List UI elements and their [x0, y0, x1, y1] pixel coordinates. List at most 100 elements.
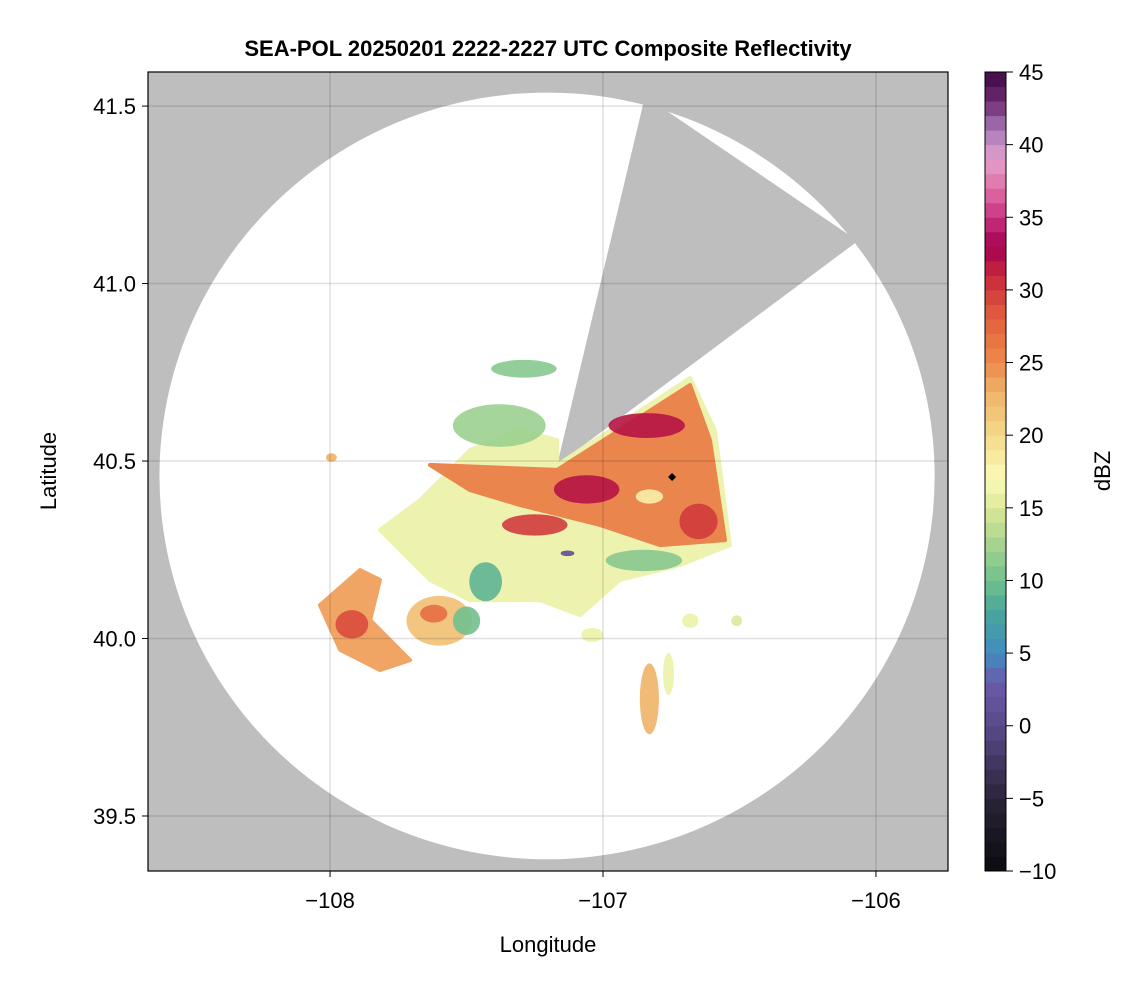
colorbar-bin [985, 246, 1006, 262]
x-tick-label: −108 [305, 888, 355, 913]
y-tick-label: 40.5 [93, 449, 136, 474]
colorbar-tick-label: 20 [1019, 423, 1043, 448]
colorbar-tick-label: 5 [1019, 641, 1031, 666]
colorbar-bin [985, 202, 1006, 218]
colorbar-bin [985, 667, 1006, 683]
colorbar-bin [985, 159, 1006, 175]
colorbar-bin [985, 711, 1006, 727]
colorbar: −10 −5 0 5 10 15 20 25 30 35 40 45 [984, 60, 1056, 884]
colorbar-bin [985, 551, 1006, 567]
echo-region [502, 514, 568, 536]
echo-region [608, 413, 685, 438]
colorbar-bin [985, 856, 1006, 872]
colorbar-bin [985, 594, 1006, 611]
colorbar-bin [985, 449, 1006, 465]
echo-region [325, 453, 337, 462]
colorbar-bin [985, 580, 1006, 596]
colorbar-tick-label: 0 [1019, 714, 1031, 739]
colorbar-bin [985, 841, 1006, 857]
colorbar-bin [985, 231, 1006, 247]
colorbar-tick-label: 10 [1019, 568, 1043, 593]
echo-region [635, 489, 664, 504]
colorbar-bin [985, 333, 1006, 349]
echo-region [553, 475, 620, 504]
colorbar-label: dBZ [1090, 451, 1115, 491]
colorbar-bin [985, 565, 1006, 581]
chart-title: SEA-POL 20250201 2222-2227 UTC Composite… [244, 36, 852, 61]
colorbar-bin [985, 101, 1006, 117]
colorbar-bin [985, 536, 1006, 552]
x-tick-label: −106 [851, 888, 901, 913]
colorbar-bin [985, 725, 1006, 741]
colorbar-bin [985, 420, 1006, 436]
x-axis-label: Longitude [500, 932, 597, 957]
colorbar-bin [985, 260, 1006, 276]
colorbar-bin [985, 130, 1006, 146]
colorbar-tick-label: 45 [1019, 60, 1043, 85]
colorbar-bin [985, 318, 1006, 334]
echo-region [491, 359, 557, 378]
y-tick-label: 41.5 [93, 94, 136, 119]
colorbar-bin [985, 217, 1006, 233]
colorbar-bin [985, 348, 1006, 364]
colorbar-bin [985, 653, 1006, 669]
colorbar-bin [985, 304, 1006, 320]
y-tick-label: 40.0 [93, 627, 136, 652]
colorbar-bin [985, 682, 1006, 698]
y-tick-label: 39.5 [93, 804, 136, 829]
colorbar-bin [985, 696, 1006, 712]
colorbar-bin [985, 754, 1006, 770]
colorbar-tick-label: −10 [1019, 859, 1056, 884]
plot-frame [147, 71, 949, 872]
echo-region [639, 663, 659, 735]
echo-region [581, 627, 603, 643]
echo-region [469, 562, 503, 602]
echo-region [682, 613, 699, 628]
echo-region [605, 549, 683, 572]
colorbar-bin [985, 522, 1006, 538]
colorbar-bin [985, 115, 1006, 131]
colorbar-tick-label: 30 [1019, 278, 1043, 303]
echo-region [452, 606, 481, 635]
colorbar-bin [985, 464, 1006, 480]
colorbar-bin [985, 391, 1006, 407]
radar-site-marker [668, 473, 677, 482]
colorbar-bin [985, 478, 1006, 494]
echo-region [452, 404, 546, 447]
colorbar-bin [985, 435, 1006, 451]
colorbar-bin [985, 507, 1006, 523]
plot-area [148, 72, 948, 871]
colorbar-bin [985, 72, 1006, 88]
colorbar-bin [985, 609, 1006, 625]
colorbar-tick-label: −5 [1019, 786, 1044, 811]
echo-region [663, 652, 674, 696]
colorbar-tick-label: 25 [1019, 351, 1043, 376]
echo-region [679, 503, 718, 540]
colorbar-bin [985, 173, 1006, 189]
colorbar-tick-label: 40 [1019, 133, 1043, 158]
echo-region [731, 615, 743, 627]
colorbar-bin [985, 275, 1006, 291]
colorbar-bin [985, 406, 1006, 422]
colorbar-bin [985, 188, 1006, 204]
colorbar-bin [985, 289, 1006, 305]
colorbar-bin [985, 827, 1006, 843]
colorbar-bin [985, 812, 1006, 828]
colorbar-bin [985, 769, 1006, 785]
colorbar-bin [985, 783, 1006, 799]
colorbar-bin [985, 377, 1006, 393]
echo-region [335, 610, 369, 639]
echo-region [420, 604, 448, 623]
colorbar-bin [985, 638, 1006, 654]
colorbar-bin [985, 86, 1006, 102]
colorbar-bin [985, 740, 1006, 756]
colorbar-frame [984, 71, 1007, 872]
y-axis-label: Latitude [36, 432, 61, 510]
axes: −108 −107 −106 39.5 40.0 40.5 41.0 41.5 [93, 94, 901, 913]
colorbar-bin [985, 144, 1006, 160]
colorbar-tick-label: 35 [1019, 205, 1043, 230]
blocked-sector [557, 96, 858, 465]
colorbar-bin [985, 493, 1006, 509]
x-tick-label: −107 [578, 888, 628, 913]
y-tick-label: 41.0 [93, 272, 136, 297]
